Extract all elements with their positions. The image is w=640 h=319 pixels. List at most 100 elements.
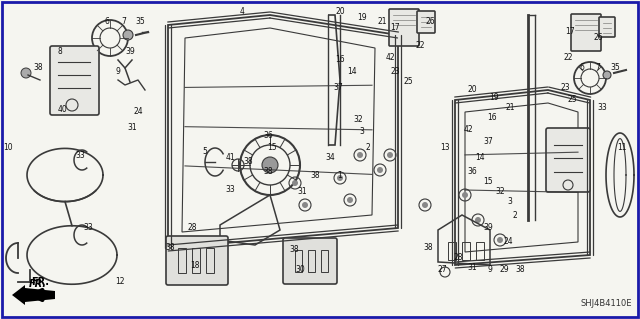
- Circle shape: [387, 152, 393, 158]
- Text: 26: 26: [425, 18, 435, 26]
- Text: 4: 4: [239, 8, 244, 17]
- FancyBboxPatch shape: [50, 46, 99, 115]
- Circle shape: [475, 217, 481, 223]
- Circle shape: [302, 202, 308, 208]
- Text: 19: 19: [357, 13, 367, 23]
- Text: 39: 39: [125, 48, 135, 56]
- Text: 17: 17: [565, 27, 575, 36]
- Text: 20: 20: [467, 85, 477, 94]
- Text: 33: 33: [75, 151, 85, 160]
- Text: 2: 2: [513, 211, 517, 219]
- Text: SHJ4B4110E: SHJ4B4110E: [580, 299, 632, 308]
- Text: FR.: FR.: [31, 277, 49, 287]
- Text: 14: 14: [475, 153, 485, 162]
- Text: 10: 10: [3, 144, 13, 152]
- Text: 5: 5: [203, 147, 207, 157]
- Text: 27: 27: [437, 265, 447, 275]
- Text: 26: 26: [593, 33, 603, 42]
- Text: 38: 38: [310, 170, 320, 180]
- Text: 20: 20: [335, 8, 345, 17]
- Text: 40: 40: [57, 106, 67, 115]
- Text: 31: 31: [127, 123, 137, 132]
- Text: 31: 31: [467, 263, 477, 272]
- Bar: [308, 250, 315, 272]
- Text: 38: 38: [33, 63, 43, 72]
- Text: 14: 14: [347, 68, 357, 77]
- Text: 24: 24: [133, 108, 143, 116]
- Circle shape: [497, 237, 503, 243]
- Text: 37: 37: [483, 137, 493, 146]
- Text: 42: 42: [385, 54, 395, 63]
- Polygon shape: [12, 285, 25, 305]
- Text: 8: 8: [58, 48, 62, 56]
- Text: 16: 16: [335, 56, 345, 64]
- Text: 23: 23: [560, 84, 570, 93]
- Text: 31: 31: [297, 188, 307, 197]
- FancyBboxPatch shape: [599, 17, 615, 37]
- Text: 38: 38: [423, 243, 433, 253]
- Text: 32: 32: [495, 188, 505, 197]
- Polygon shape: [25, 288, 55, 302]
- Circle shape: [462, 192, 468, 198]
- Text: 3: 3: [360, 128, 364, 137]
- Text: 38: 38: [243, 158, 253, 167]
- Text: 38: 38: [289, 246, 299, 255]
- Circle shape: [422, 202, 428, 208]
- Text: 35: 35: [610, 63, 620, 72]
- Bar: [178, 248, 186, 273]
- Circle shape: [292, 180, 298, 186]
- Text: 9: 9: [116, 68, 120, 77]
- Text: 39: 39: [483, 224, 493, 233]
- Bar: [476, 242, 484, 260]
- FancyBboxPatch shape: [546, 128, 590, 192]
- Text: 22: 22: [563, 54, 573, 63]
- Circle shape: [347, 197, 353, 203]
- Text: 22: 22: [415, 41, 425, 49]
- FancyBboxPatch shape: [166, 236, 228, 285]
- Text: 32: 32: [353, 115, 363, 124]
- Text: 24: 24: [503, 238, 513, 247]
- Text: 19: 19: [489, 93, 499, 102]
- Text: 36: 36: [263, 130, 273, 139]
- Text: 2: 2: [365, 144, 371, 152]
- Text: 11: 11: [617, 144, 627, 152]
- Bar: [192, 248, 200, 273]
- Text: 21: 21: [377, 18, 387, 26]
- Text: 42: 42: [463, 125, 473, 135]
- Text: 25: 25: [403, 78, 413, 86]
- Text: 30: 30: [295, 265, 305, 275]
- Text: 37: 37: [333, 84, 343, 93]
- Text: 38: 38: [515, 265, 525, 275]
- Text: 15: 15: [483, 177, 493, 187]
- Bar: [295, 250, 302, 272]
- Text: 36: 36: [467, 167, 477, 176]
- FancyBboxPatch shape: [389, 9, 419, 46]
- Bar: [462, 242, 470, 260]
- Text: 28: 28: [188, 224, 196, 233]
- Text: 16: 16: [487, 114, 497, 122]
- Text: 17: 17: [390, 24, 400, 33]
- Text: 7: 7: [122, 18, 127, 26]
- FancyBboxPatch shape: [417, 11, 435, 33]
- Text: 41: 41: [225, 153, 235, 162]
- Text: 35: 35: [135, 18, 145, 26]
- Text: 6: 6: [104, 18, 109, 26]
- Circle shape: [603, 71, 611, 79]
- Text: 29: 29: [499, 265, 509, 275]
- Text: 18: 18: [190, 261, 200, 270]
- Circle shape: [357, 152, 363, 158]
- FancyBboxPatch shape: [571, 14, 601, 51]
- Text: 15: 15: [267, 144, 277, 152]
- Bar: [448, 242, 456, 260]
- Text: FR.: FR.: [29, 279, 47, 289]
- Text: 38: 38: [263, 167, 273, 176]
- Text: 25: 25: [567, 95, 577, 105]
- Bar: [206, 248, 214, 273]
- Circle shape: [262, 157, 278, 173]
- Text: 23: 23: [390, 68, 400, 77]
- Circle shape: [377, 167, 383, 173]
- Text: 34: 34: [325, 153, 335, 162]
- Text: 7: 7: [596, 63, 600, 72]
- Text: 33: 33: [83, 224, 93, 233]
- Text: 28: 28: [453, 254, 463, 263]
